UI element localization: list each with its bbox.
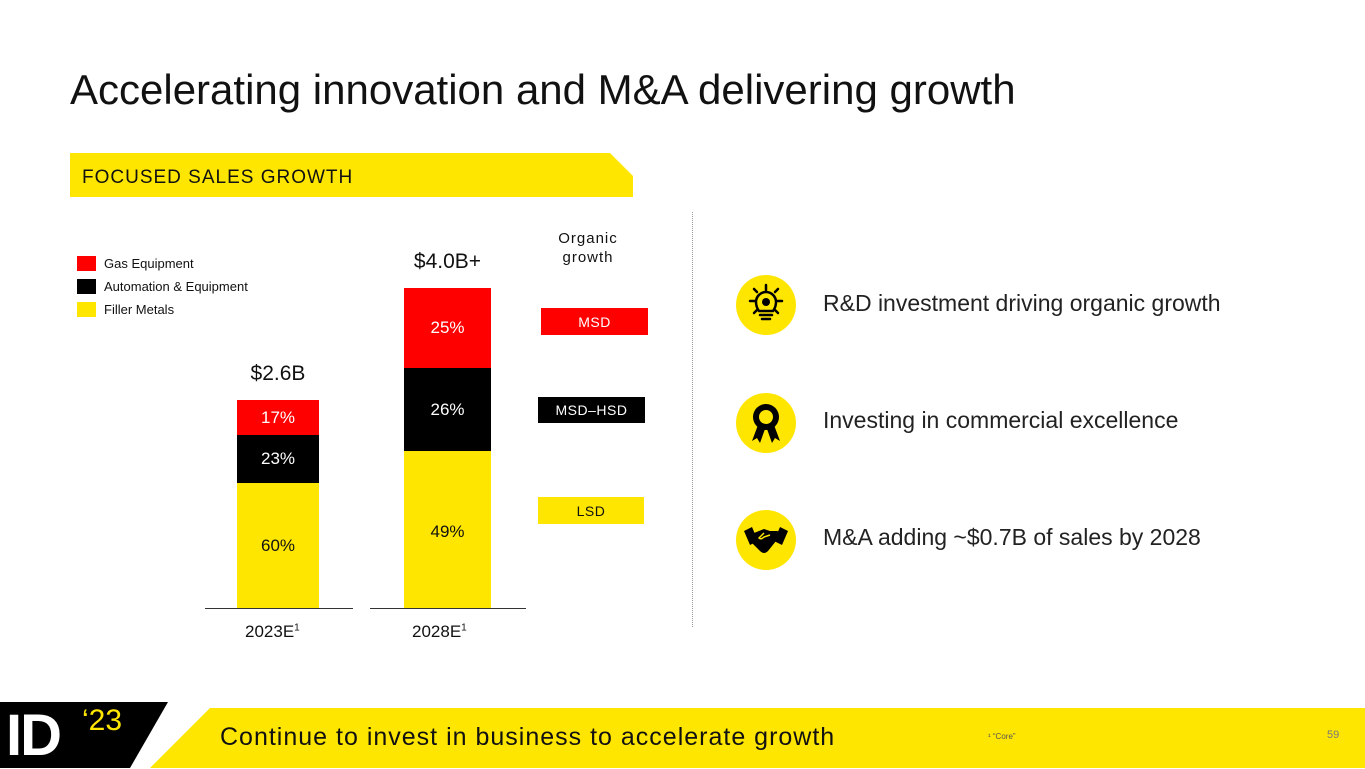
organic-growth-title: Organic growth bbox=[558, 230, 618, 266]
total-label: $4.0B+ bbox=[413, 250, 482, 273]
bar-segment-gas-equipment-2028E: 25% bbox=[404, 288, 491, 368]
legend-label: Filler Metals bbox=[104, 302, 175, 317]
slide-title: Accelerating innovation and M&A deliveri… bbox=[70, 66, 1016, 113]
legend-swatch bbox=[77, 256, 96, 271]
legend-gas-equipment: Gas Equipment bbox=[77, 256, 194, 271]
footnote: ¹ “Core” bbox=[988, 732, 1016, 741]
logo-year: ‘23 bbox=[82, 704, 123, 737]
bar-segment-automation-equipment-2028E: 26% bbox=[404, 368, 491, 452]
axis-line bbox=[370, 608, 526, 609]
organic-growth-automation: MSD–HSD bbox=[538, 397, 645, 423]
footer-tagline: Continue to invest in business to accele… bbox=[220, 723, 836, 751]
point-text: M&A adding ~$0.7B of sales by 2028 bbox=[823, 524, 1201, 550]
data-label: 17% bbox=[260, 407, 296, 427]
section-header: FOCUSED SALES GROWTH bbox=[70, 153, 633, 197]
x-tick-2023: 2023E1 bbox=[245, 622, 300, 641]
bar-segment-filler-metals-2028E: 49% bbox=[404, 451, 491, 608]
handshake-icon bbox=[736, 510, 796, 570]
organic-growth-gas: MSD bbox=[541, 308, 648, 335]
organic-growth-filler: LSD bbox=[538, 497, 644, 524]
data-label: 26% bbox=[430, 399, 465, 419]
page-number: 59 bbox=[1327, 729, 1340, 741]
divider bbox=[692, 212, 693, 627]
lightbulb-gear-icon bbox=[736, 275, 796, 335]
legend-label: Automation & Equipment bbox=[104, 279, 248, 294]
logo-text: ID bbox=[6, 703, 62, 768]
legend-swatch bbox=[77, 279, 96, 294]
bar-segment-automation-equipment-2023E: 23% bbox=[237, 435, 319, 484]
data-label: 60% bbox=[260, 535, 296, 555]
legend-filler-metals: Filler Metals bbox=[77, 302, 174, 317]
data-label: 49% bbox=[430, 522, 465, 542]
legend-label: Gas Equipment bbox=[104, 256, 194, 271]
total-label: $2.6B bbox=[250, 362, 306, 385]
point-text: R&D investment driving organic growth bbox=[823, 290, 1221, 316]
bar-segment-gas-equipment-2023E: 17% bbox=[237, 400, 319, 436]
bar-segment-filler-metals-2023E: 60% bbox=[237, 483, 319, 608]
point-text: Investing in commercial excellence bbox=[823, 407, 1179, 433]
axis-line bbox=[205, 608, 353, 609]
footer-band bbox=[150, 708, 1365, 768]
data-label: 23% bbox=[260, 449, 296, 469]
legend-swatch bbox=[77, 302, 96, 317]
award-ribbon-icon bbox=[736, 393, 796, 453]
legend-automation: Automation & Equipment bbox=[77, 279, 248, 294]
data-label: 25% bbox=[430, 318, 465, 337]
x-tick-2028: 2028E1 bbox=[412, 622, 467, 641]
